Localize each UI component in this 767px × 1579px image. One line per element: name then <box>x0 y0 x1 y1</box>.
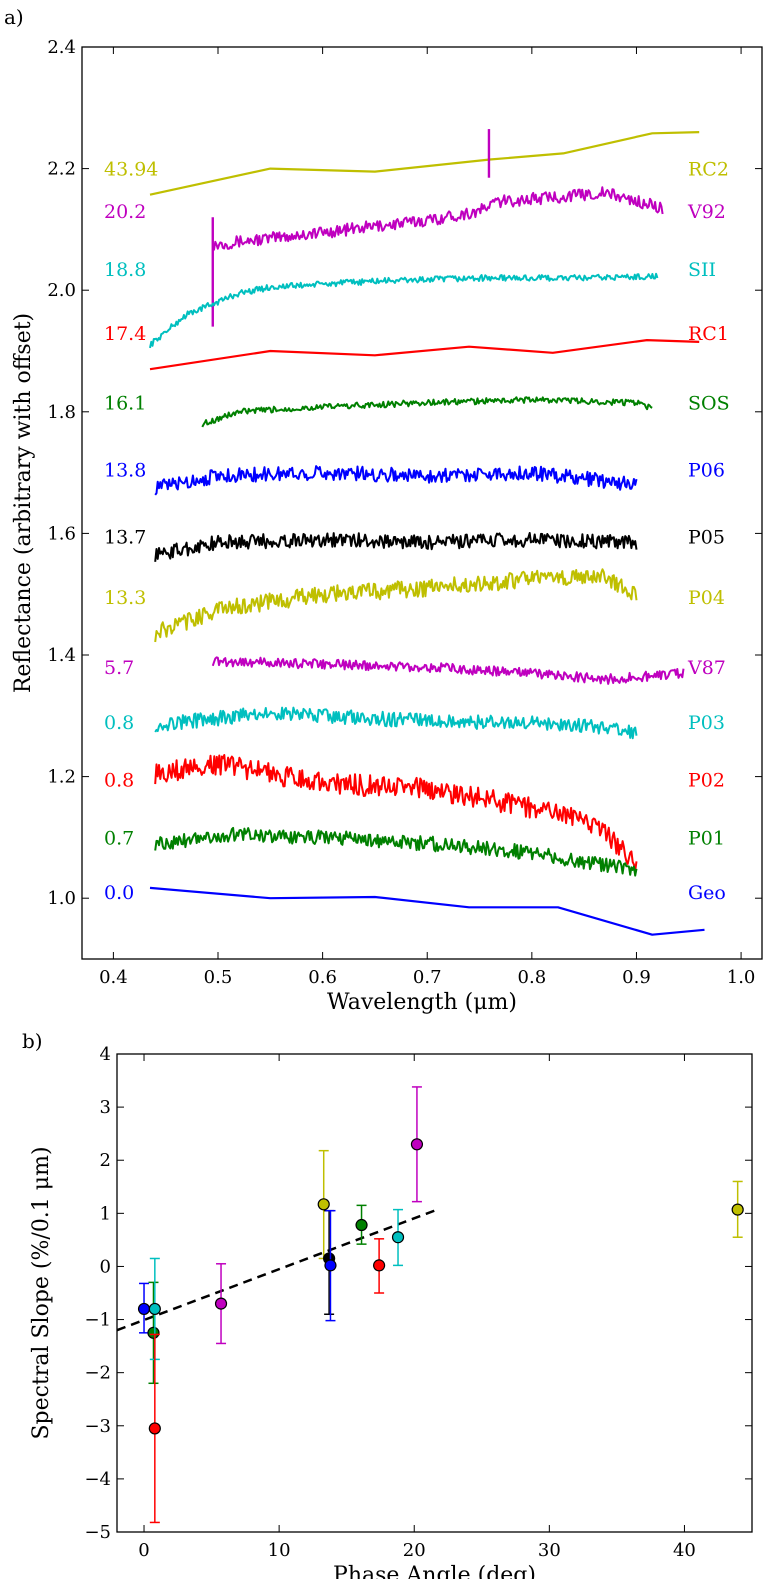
series-label-p05: P05 <box>688 526 725 548</box>
series-label-p02: P02 <box>688 770 725 792</box>
spectrum-rc2 <box>149 131 700 196</box>
phase-label-p05: 13.7 <box>104 526 146 548</box>
series-label-v92: V92 <box>687 201 726 223</box>
b-x-tick-label: 0 <box>138 1540 149 1561</box>
spectrum-p05 <box>154 532 638 562</box>
data-point <box>317 1198 330 1211</box>
phase-label-sii: 18.8 <box>104 259 146 281</box>
b-x-tick-label: 20 <box>403 1540 426 1561</box>
series-label-sos: SOS <box>688 393 730 415</box>
b-y-tick-label: −4 <box>84 1469 111 1490</box>
series-label-rc1: RC1 <box>688 323 729 345</box>
a-y-tick-label: 1.0 <box>47 888 76 909</box>
b-y-tick-label: −2 <box>84 1363 111 1384</box>
b-y-axis-label: Spectral Slope (%/0.1 μm) <box>29 1146 54 1439</box>
b-plot-frame <box>116 1053 753 1533</box>
phase-label-p01: 0.7 <box>104 827 134 849</box>
panel-a-spectra: 0.4 0.5 0.6 0.7 0.8 0.9 1.0 1.0 1.2 1.4 1.6 1.8 2.0 2… <box>11 37 763 1015</box>
a-y-tick-label: 1.4 <box>47 645 76 666</box>
a-x-axis-label: Wavelength (μm) <box>327 990 517 1015</box>
spectrum-p03 <box>154 706 638 740</box>
phase-label-p03: 0.8 <box>104 712 134 734</box>
series-label-p06: P06 <box>688 460 725 482</box>
data-point <box>355 1218 368 1232</box>
b-x-axis-label: Phase Angle (deg) <box>333 1563 536 1579</box>
a-x-tick-label: 0.5 <box>204 967 233 988</box>
spectrum-geo <box>149 886 705 936</box>
phase-label-p06: 13.8 <box>104 460 146 482</box>
data-point <box>731 1203 744 1216</box>
series-label-p03: P03 <box>688 712 725 734</box>
a-y-tick-label: 1.2 <box>47 767 76 788</box>
series-label-rc2: RC2 <box>688 159 729 181</box>
b-y-tick-label: 4 <box>100 1044 111 1065</box>
a-x-tick-label: 0.7 <box>413 967 442 988</box>
panel-b-label: b) <box>22 1029 43 1053</box>
spectrum-p02 <box>154 754 638 872</box>
b-y-tick-label: −3 <box>84 1416 111 1437</box>
a-y-axis-label: Reflectance (arbitrary with offset) <box>11 313 36 693</box>
series-label-sii: SII <box>688 259 716 281</box>
a-y-tick-label: 1.8 <box>47 402 76 423</box>
b-y-tick-label: −1 <box>84 1310 111 1331</box>
spectrum-v92 <box>212 186 664 252</box>
b-x-tick-label: 40 <box>673 1540 696 1561</box>
phase-label-p02: 0.8 <box>104 770 134 792</box>
spectrum-v87 <box>211 656 685 685</box>
a-y-tick-label: 2.2 <box>47 159 76 180</box>
phase-label-rc2: 43.94 <box>104 159 158 181</box>
a-x-tick-label: 0.4 <box>99 967 128 988</box>
data-point <box>147 1326 160 1339</box>
spectrum-p04 <box>154 568 638 643</box>
a-y-tick-label: 2.0 <box>47 280 76 301</box>
a-plot-frame <box>81 46 763 960</box>
phase-label-geo: 0.0 <box>104 882 134 904</box>
spectrum-p06 <box>154 465 638 496</box>
phase-label-rc1: 17.4 <box>104 323 146 345</box>
panel-a-label: a) <box>4 5 24 29</box>
data-point <box>324 1259 337 1272</box>
series-label-v87: V87 <box>687 657 726 679</box>
phase-label-v92: 20.2 <box>104 201 146 223</box>
b-x-tick-label: 30 <box>538 1540 561 1561</box>
series-label-p01: P01 <box>688 827 725 849</box>
spectrum-rc1 <box>149 339 700 371</box>
a-y-tick-label: 2.4 <box>47 37 76 58</box>
data-point <box>373 1259 386 1272</box>
a-x-tick-label: 0.9 <box>622 967 651 988</box>
phase-label-sos: 16.1 <box>104 393 146 415</box>
spectrum-sii <box>149 272 659 349</box>
spectrum-sos <box>201 396 653 428</box>
data-point <box>148 1302 161 1316</box>
data-point <box>214 1297 228 1310</box>
b-y-tick-label: 1 <box>100 1203 111 1224</box>
data-point <box>148 1422 161 1435</box>
data-point <box>410 1138 424 1151</box>
phase-label-p04: 13.3 <box>104 587 146 609</box>
b-y-tick-label: −5 <box>84 1522 111 1543</box>
series-label-p04: P04 <box>688 587 725 609</box>
b-y-tick-label: 3 <box>100 1097 111 1118</box>
data-point <box>391 1231 405 1244</box>
b-y-tick-label: 2 <box>100 1150 111 1171</box>
a-x-tick-label: 0.8 <box>518 967 547 988</box>
b-y-tick-label: 0 <box>100 1256 111 1277</box>
b-x-tick-label: 10 <box>268 1540 291 1561</box>
spectrum-p01 <box>154 826 638 877</box>
data-point <box>137 1302 151 1316</box>
panel-b-slope-vs-phase: 0 10 20 30 40 −5 −4 −3 −2 −1 0 1 2 3 4 Phase Angle (deg… <box>29 1044 753 1579</box>
a-y-tick-label: 1.6 <box>47 523 76 544</box>
series-label-geo: Geo <box>688 882 726 904</box>
fit-line <box>116 1209 435 1332</box>
a-x-tick-label: 0.6 <box>308 967 337 988</box>
a-x-tick-label: 1.0 <box>727 967 756 988</box>
phase-label-v87: 5.7 <box>104 657 134 679</box>
